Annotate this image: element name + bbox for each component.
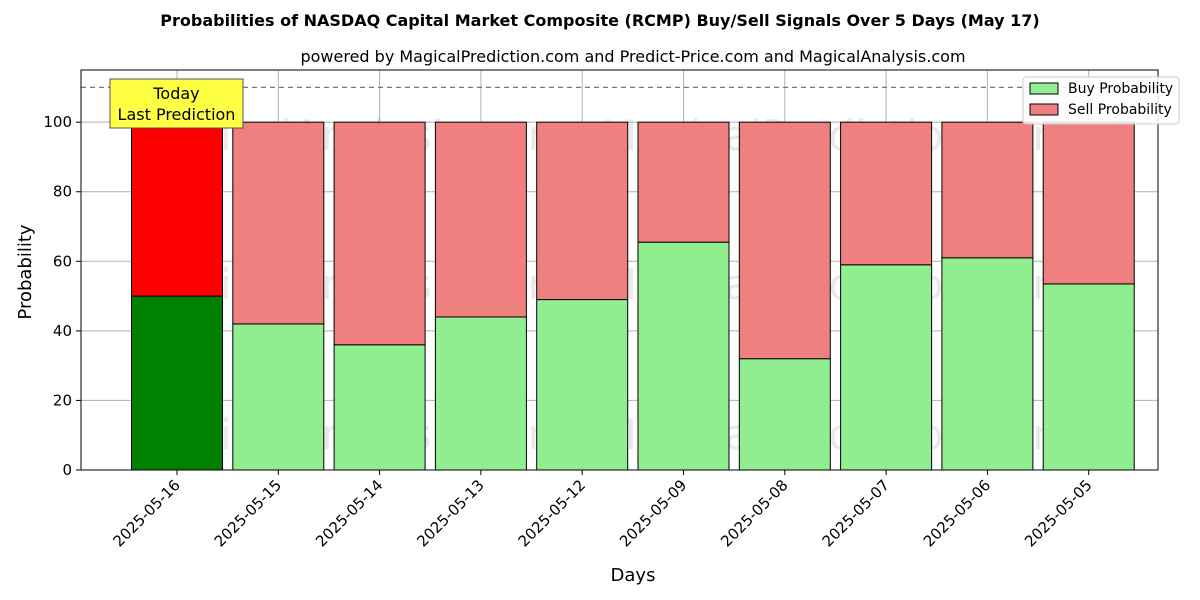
today-annotation: Today Last Prediction — [109, 78, 244, 129]
x-tick-label: 2025-05-13 — [413, 476, 487, 550]
annotation-line1: Today — [152, 84, 199, 103]
x-axis-label: Days — [611, 565, 656, 586]
x-axis: 2025-05-16 2025-05-15 2025-05-14 2025-05-13… — [109, 470, 1096, 550]
legend-swatch-buy — [1029, 82, 1059, 95]
legend-frame — [1022, 76, 1180, 125]
y-tick-label: 0 — [62, 461, 72, 479]
bar-buy-2025-05-14 — [333, 344, 426, 471]
bar-sell-2025-05-05 — [1042, 121, 1135, 285]
x-tick-label: 2025-05-07 — [819, 476, 893, 550]
y-tick-label: 60 — [53, 252, 72, 270]
bar-sell-2025-05-06 — [941, 121, 1034, 259]
chart-title: Probabilities of NASDAQ Capital Market C… — [160, 11, 1039, 30]
bar-sell-2025-05-12 — [536, 121, 629, 301]
bar-sell-2025-05-09 — [637, 121, 730, 243]
x-tick-label: 2025-05-08 — [717, 476, 791, 550]
bar-buy-2025-05-15 — [232, 323, 325, 471]
x-tick-label: 2025-05-16 — [109, 476, 183, 550]
bar-buy-2025-05-13 — [434, 316, 527, 471]
bar-sell-2025-05-15 — [232, 121, 325, 325]
legend-swatch-sell — [1029, 103, 1059, 116]
y-tick-label: 40 — [53, 322, 72, 340]
bar-sell-2025-05-08 — [738, 121, 831, 360]
y-tick-label: 80 — [53, 183, 72, 201]
legend-label-buy: Buy Probability — [1068, 81, 1173, 97]
bar-sell-2025-05-13 — [434, 121, 527, 318]
plot-frame — [80, 69, 1159, 471]
chart-subtitle: powered by MagicalPrediction.com and Pre… — [300, 47, 965, 66]
bar-sell-2025-05-14 — [333, 121, 426, 346]
bar-buy-2025-05-06 — [941, 257, 1034, 471]
legend: Buy Probability Sell Probability — [1022, 76, 1180, 125]
x-tick-label: 2025-05-06 — [920, 476, 994, 550]
annotation-line2: Last Prediction — [118, 105, 236, 124]
bar-sell-2025-05-07 — [840, 121, 933, 266]
bar-buy-2025-05-09 — [637, 241, 730, 471]
x-tick-label: 2025-05-14 — [312, 476, 386, 550]
bar-buy-2025-05-05 — [1042, 283, 1135, 471]
y-tick-label: 100 — [43, 113, 72, 131]
bar-sell-2025-05-16 — [131, 121, 223, 297]
bar-buy-2025-05-08 — [738, 358, 831, 471]
y-axis: 0 20 40 60 80 100 — [43, 113, 81, 479]
legend-label-sell: Sell Probability — [1068, 102, 1172, 118]
x-tick-label: 2025-05-05 — [1021, 476, 1095, 550]
annotation-box — [109, 78, 244, 129]
y-tick-label: 20 — [53, 391, 72, 409]
x-tick-label: 2025-05-15 — [211, 476, 285, 550]
bar-buy-2025-05-07 — [840, 264, 933, 471]
bars — [131, 121, 1135, 471]
bar-buy-2025-05-16 — [131, 295, 223, 471]
x-tick-label: 2025-05-12 — [515, 476, 589, 550]
x-tick-label: 2025-05-09 — [616, 476, 690, 550]
bar-buy-2025-05-12 — [536, 299, 629, 471]
y-axis-label: Probability — [15, 224, 36, 319]
